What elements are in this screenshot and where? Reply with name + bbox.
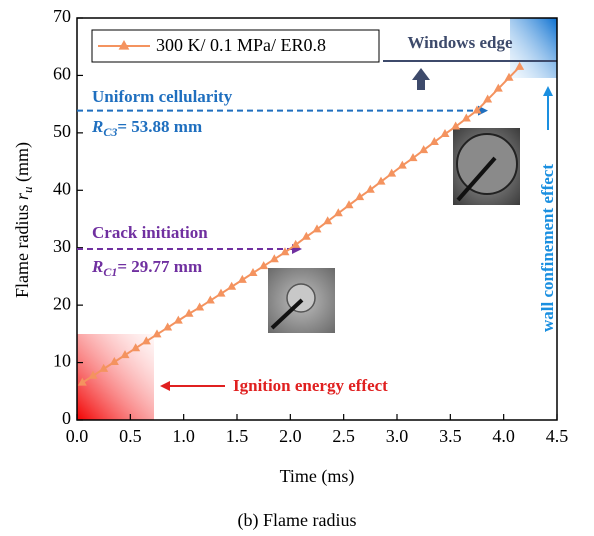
x-tick-label: 0.5 bbox=[119, 426, 142, 446]
y-axis-label: Flame radius ru (mm) bbox=[12, 142, 35, 298]
point bbox=[419, 145, 428, 153]
y-tick-label: 30 bbox=[53, 236, 71, 256]
x-tick-label: 4.0 bbox=[492, 426, 515, 446]
wall-label: wall confinement effect bbox=[538, 164, 557, 332]
x-tick-label: 4.5 bbox=[546, 426, 569, 446]
x-tick-label: 1.5 bbox=[226, 426, 249, 446]
label-text: = 53.88 mm bbox=[117, 117, 202, 136]
label-text: = 29.77 mm bbox=[117, 257, 202, 276]
flame-image-large bbox=[453, 128, 520, 205]
label-sub: C3 bbox=[103, 125, 117, 139]
y-tick-label: 20 bbox=[53, 293, 71, 313]
ignition-region bbox=[77, 334, 154, 420]
y-tick-label: 70 bbox=[53, 6, 71, 26]
uniform-label: Uniform cellularity bbox=[92, 87, 233, 106]
windows-edge-label: Windows edge bbox=[407, 33, 512, 52]
point bbox=[387, 169, 396, 177]
point bbox=[323, 216, 332, 224]
x-tick-label: 1.0 bbox=[172, 426, 195, 446]
point bbox=[377, 177, 386, 185]
label-prefix: R bbox=[91, 117, 103, 136]
label-sub: C1 bbox=[103, 265, 117, 279]
point bbox=[366, 185, 375, 193]
x-axis-label: Time (ms) bbox=[280, 466, 355, 487]
point bbox=[334, 208, 343, 216]
point bbox=[291, 240, 300, 248]
reference-label: RC3= 53.88 mm bbox=[91, 117, 202, 139]
flame-image-small bbox=[268, 268, 335, 333]
x-tick-label: 0.0 bbox=[66, 426, 89, 446]
ignition-label: Ignition energy effect bbox=[233, 376, 388, 395]
point bbox=[451, 122, 460, 130]
crack-label: Crack initiation bbox=[92, 223, 208, 242]
y-tick-label: 50 bbox=[53, 121, 71, 141]
up-arrow bbox=[412, 68, 430, 90]
legend-label: 300 K/ 0.1 MPa/ ER0.8 bbox=[156, 35, 326, 55]
point bbox=[345, 200, 354, 208]
x-tick-label: 3.5 bbox=[439, 426, 462, 446]
x-tick-label: 2.0 bbox=[279, 426, 302, 446]
x-tick-label: 2.5 bbox=[332, 426, 355, 446]
chart: Windows edge Uniform cellularity Crack i… bbox=[0, 0, 594, 536]
caption: (b) Flame radius bbox=[238, 510, 357, 531]
y-tick-label: 10 bbox=[53, 351, 71, 371]
reference-label: RC1= 29.77 mm bbox=[91, 257, 202, 279]
point bbox=[430, 137, 439, 145]
wall-arrowhead bbox=[543, 86, 553, 96]
point bbox=[409, 153, 418, 161]
x-tick-label: 3.0 bbox=[386, 426, 409, 446]
y-tick-label: 0 bbox=[62, 408, 71, 428]
ignition-arrowhead bbox=[160, 381, 170, 391]
point bbox=[313, 224, 322, 232]
point bbox=[462, 114, 471, 122]
y-tick-label: 60 bbox=[53, 64, 71, 84]
label-prefix: R bbox=[91, 257, 103, 276]
y-tick-label: 40 bbox=[53, 178, 71, 198]
